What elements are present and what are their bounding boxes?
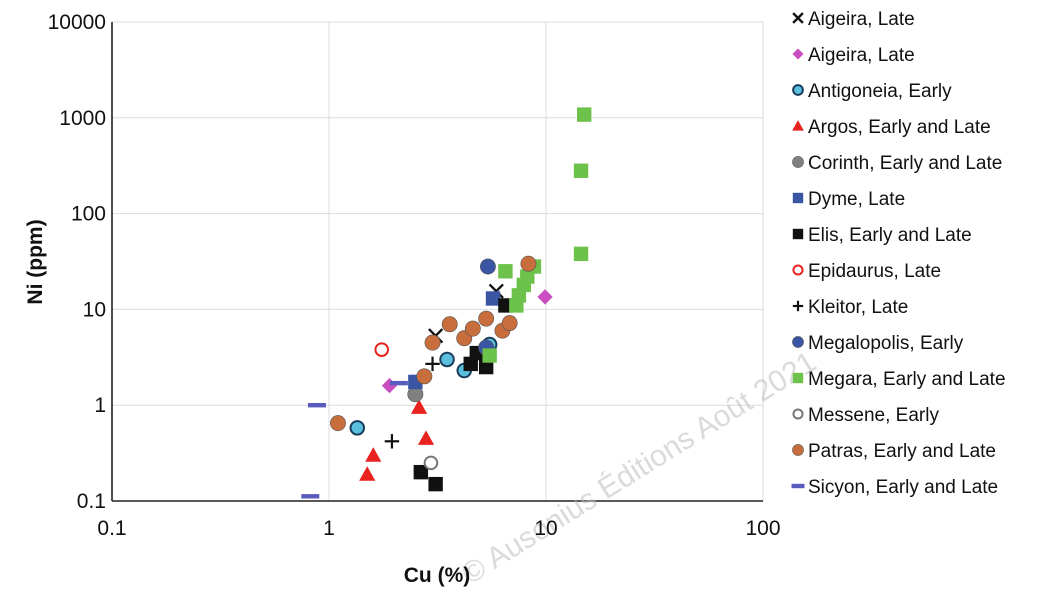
data-point <box>365 447 382 462</box>
legend-marker <box>792 120 804 131</box>
data-point <box>384 434 400 449</box>
data-point <box>464 320 481 337</box>
data-point <box>413 464 429 480</box>
data-point <box>537 289 553 305</box>
data-point <box>498 264 513 279</box>
legend-marker <box>792 228 804 240</box>
data-point <box>520 255 537 272</box>
data-point <box>425 356 440 372</box>
data-point <box>359 466 376 481</box>
legend-label: Patras, Early and Late <box>808 441 996 462</box>
y-axis-title: Ni (ppm) <box>24 219 47 304</box>
data-point <box>374 342 390 357</box>
data-point <box>424 334 441 351</box>
x-tick-label: 10 <box>534 517 557 540</box>
data-point <box>509 298 524 313</box>
watermark-text: © Ausonius Éditions Août 2021 <box>456 345 822 591</box>
y-tick-label: 0.1 <box>77 490 106 513</box>
x-tick-label: 100 <box>745 517 780 540</box>
legend-label: Dyme, Late <box>808 189 905 210</box>
legend-label: Megalopolis, Early <box>808 333 964 354</box>
legend-marker <box>792 84 804 96</box>
legend-marker <box>792 48 804 60</box>
legend-label: Sicyon, Early and Late <box>808 477 998 498</box>
data-point <box>573 246 589 262</box>
legend: Aigeira, Late Aigeira, Late Antigoneia, Ea… <box>791 9 1006 498</box>
legend-marker <box>792 444 804 456</box>
y-tick-label: 1 <box>94 394 106 417</box>
data-point <box>482 348 497 363</box>
x-tick-label: 0.1 <box>97 517 126 540</box>
legend-label: Antigoneia, Early <box>808 81 952 102</box>
data-point <box>301 494 320 499</box>
data-point <box>485 291 501 306</box>
legend-marker <box>792 12 804 24</box>
legend-marker <box>792 408 804 420</box>
data-point <box>416 368 433 385</box>
data-point <box>389 380 408 386</box>
data-points <box>301 107 592 499</box>
y-tick-label: 100 <box>71 203 106 226</box>
data-point <box>381 377 398 394</box>
data-point <box>410 399 428 414</box>
legend-label: Aigeira, Late <box>808 9 915 30</box>
legend-marker <box>792 264 804 276</box>
data-point <box>441 316 458 333</box>
data-point <box>439 351 455 368</box>
legend-label: Corinth, Early and Late <box>808 153 1002 174</box>
legend-marker <box>792 156 804 168</box>
data-point <box>307 403 326 408</box>
data-point <box>573 163 589 178</box>
data-point <box>478 310 495 327</box>
data-point <box>478 359 494 375</box>
data-point <box>498 298 513 313</box>
data-point <box>423 455 439 471</box>
data-point <box>349 420 366 436</box>
legend-label: Elis, Early and Late <box>808 225 972 246</box>
legend-label: Megara, Early and Late <box>808 369 1006 390</box>
legend-label: Argos, Early and Late <box>808 117 991 138</box>
plot-frame <box>111 22 763 502</box>
x-axis-title: Cu (%) <box>404 564 471 587</box>
data-point <box>417 430 435 445</box>
data-point <box>428 476 443 492</box>
data-point <box>330 415 346 432</box>
data-point <box>479 258 496 275</box>
legend-marker <box>792 300 804 312</box>
legend-label: Messene, Early <box>808 405 939 426</box>
legend-marker <box>791 483 805 489</box>
y-tick-label: 10000 <box>48 11 106 34</box>
legend-label: Kleitor, Late <box>808 297 908 318</box>
tick-labels: 0.1 1 10 100 0.1 1 10 100 1000 10000 <box>48 11 781 540</box>
data-point <box>577 107 592 122</box>
x-tick-label: 1 <box>323 517 335 540</box>
legend-label: Aigeira, Late <box>808 45 915 66</box>
legend-marker <box>792 336 804 348</box>
y-tick-label: 10 <box>83 298 106 321</box>
legend-marker <box>792 192 804 204</box>
legend-marker <box>792 372 804 384</box>
data-point <box>501 315 518 332</box>
gridlines <box>111 21 764 502</box>
y-tick-label: 1000 <box>59 107 106 130</box>
legend-label: Epidaurus, Late <box>808 261 941 282</box>
